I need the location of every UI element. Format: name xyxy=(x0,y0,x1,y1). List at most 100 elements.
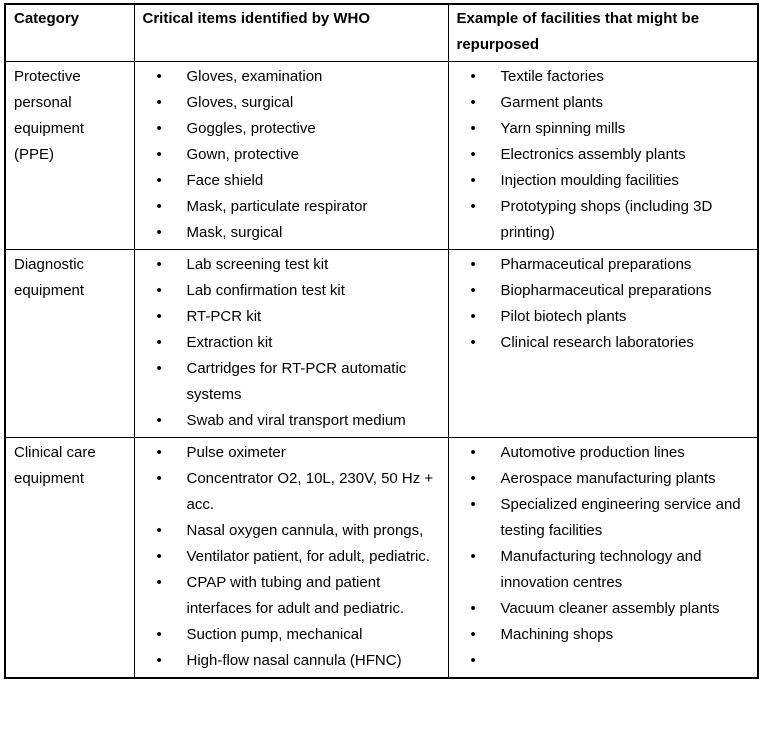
list-item-text: Gloves, surgical xyxy=(186,94,294,111)
list-item-text: Lab confirmation test kit xyxy=(186,282,345,299)
list-item-text: Pulse oximeter xyxy=(186,444,286,461)
bullet-icon: • xyxy=(156,652,162,669)
list-item-text: Manufacturing technology and innovation … xyxy=(500,548,702,591)
bullet-icon: • xyxy=(156,412,162,429)
list-item: • Extraction kit xyxy=(143,330,440,356)
list-item: • Manufacturing technology and innovation… xyxy=(457,544,750,596)
header-category: Category xyxy=(4,3,135,62)
list-item: • Specialized engineering service and tes… xyxy=(457,492,750,544)
list-item-text: Specialized engineering service and test… xyxy=(500,496,741,539)
list-item-text: Cartridges for RT-PCR automatic systems xyxy=(186,360,407,403)
list-item: • Garment plants xyxy=(457,90,750,116)
list-item-text: Goggles, protective xyxy=(186,120,316,137)
list-item-text: Mask, particulate respirator xyxy=(186,198,368,215)
bullet-icon: • xyxy=(470,172,476,189)
bullet-icon: • xyxy=(470,496,476,513)
items-list: • Lab screening test kit • Lab confirmatio… xyxy=(143,252,440,434)
list-item: • Nasal oxygen cannula, with prongs, xyxy=(143,518,440,544)
bullet-icon: • xyxy=(470,94,476,111)
facilities-cell: • Textile factories • Garment plants • Yarn… xyxy=(447,61,759,250)
items-cell: • Pulse oximeter • Concentrator O2, 10L, 2… xyxy=(133,437,449,679)
header-critical-items: Critical items identified by WHO xyxy=(133,3,449,62)
list-item: • High-flow nasal cannula (HFNC) xyxy=(143,648,440,674)
list-item: • Goggles, protective xyxy=(143,116,440,142)
list-item: • Cartridges for RT-PCR automatic systems xyxy=(143,356,440,408)
bullet-icon: • xyxy=(156,282,162,299)
table-row-ppe: Protective personal equipment (PPE) • Glo… xyxy=(4,61,759,250)
facilities-cell: • Pharmaceutical preparations • Biopharmac… xyxy=(447,249,759,438)
bullet-icon: • xyxy=(156,146,162,163)
list-item: • CPAP with tubing and patient interfaces… xyxy=(143,570,440,622)
list-item: • Injection moulding facilities xyxy=(457,168,750,194)
table-row-diagnostic: Diagnostic equipment • Lab screening test… xyxy=(4,249,759,438)
bullet-icon: • xyxy=(156,626,162,643)
bullet-icon: • xyxy=(156,120,162,137)
list-item: • Lab screening test kit xyxy=(143,252,440,278)
bullet-icon: • xyxy=(470,444,476,461)
list-item-text: Lab screening test kit xyxy=(186,256,329,273)
list-item: • Prototyping shops (including 3D printin… xyxy=(457,194,750,246)
bullet-icon: • xyxy=(470,256,476,273)
list-item-text: Biopharmaceutical preparations xyxy=(500,282,712,299)
bullet-icon: • xyxy=(470,470,476,487)
list-item: • Clinical research laboratories xyxy=(457,330,750,356)
list-item: • Swab and viral transport medium xyxy=(143,408,440,434)
list-item-text: Injection moulding facilities xyxy=(500,172,679,189)
list-item: • Biopharmaceutical preparations xyxy=(457,278,750,304)
list-item-text: Clinical research laboratories xyxy=(500,334,694,351)
list-item: • Concentrator O2, 10L, 230V, 50 Hz + acc… xyxy=(143,466,440,518)
bullet-icon: • xyxy=(470,600,476,617)
list-item-text: Suction pump, mechanical xyxy=(186,626,363,643)
list-item-text: Concentrator O2, 10L, 230V, 50 Hz + acc. xyxy=(186,470,434,513)
category-cell: Diagnostic equipment xyxy=(4,249,135,438)
list-item-text: RT-PCR kit xyxy=(186,308,262,325)
category-cell: Clinical care equipment xyxy=(4,437,135,679)
who-critical-items-table: Category Critical items identified by WH… xyxy=(4,3,759,679)
header-facilities: Example of facilities that might be repu… xyxy=(447,3,759,62)
bullet-icon: • xyxy=(470,308,476,325)
facilities-list: • Textile factories • Garment plants • Yarn… xyxy=(457,64,750,246)
list-item-text: Textile factories xyxy=(500,68,604,85)
bullet-icon: • xyxy=(156,574,162,591)
table-header-row: Category Critical items identified by WH… xyxy=(4,3,759,62)
list-item: • Suction pump, mechanical xyxy=(143,622,440,648)
list-item-text: Gown, protective xyxy=(186,146,300,163)
list-item: • Ventilator patient, for adult, pediatri… xyxy=(143,544,440,570)
list-item-text: Prototyping shops (including 3D printing… xyxy=(500,198,713,241)
list-item: • Gloves, surgical xyxy=(143,90,440,116)
bullet-icon: • xyxy=(156,94,162,111)
bullet-icon: • xyxy=(156,68,162,85)
table-row-clinical-care: Clinical care equipment • Pulse oximeter … xyxy=(4,437,759,679)
bullet-icon: • xyxy=(156,334,162,351)
facilities-list: • Automotive production lines • Aerospace … xyxy=(457,440,750,669)
list-item-text: Automotive production lines xyxy=(500,444,685,461)
list-item: • Automotive production lines xyxy=(457,440,750,466)
bullet-icon: • xyxy=(156,548,162,565)
bullet-icon: • xyxy=(156,224,162,241)
bullet-icon: • xyxy=(470,68,476,85)
bullet-icon: • xyxy=(156,172,162,189)
bullet-icon: • xyxy=(156,360,162,377)
items-list: • Gloves, examination • Gloves, surgical •… xyxy=(143,64,440,246)
list-item-text: Machining shops xyxy=(500,626,614,643)
bullet-icon: • xyxy=(470,652,476,669)
list-item-text: Garment plants xyxy=(500,94,604,111)
list-item-text: Extraction kit xyxy=(186,334,273,351)
list-item: • Face shield xyxy=(143,168,440,194)
list-item-text: Gloves, examination xyxy=(186,68,323,85)
category-cell: Protective personal equipment (PPE) xyxy=(4,61,135,250)
list-item-text: Swab and viral transport medium xyxy=(186,412,406,429)
list-item: • Mask, surgical xyxy=(143,220,440,246)
bullet-icon: • xyxy=(156,198,162,215)
bullet-icon: • xyxy=(470,198,476,215)
list-item: • Pilot biotech plants xyxy=(457,304,750,330)
list-item-text: Nasal oxygen cannula, with prongs, xyxy=(186,522,424,539)
bullet-icon: • xyxy=(470,626,476,643)
bullet-icon: • xyxy=(156,308,162,325)
list-item-text: Mask, surgical xyxy=(186,224,283,241)
bullet-icon: • xyxy=(156,256,162,273)
facilities-cell: • Automotive production lines • Aerospace … xyxy=(447,437,759,679)
list-item: • Gown, protective xyxy=(143,142,440,168)
list-item-text: Aerospace manufacturing plants xyxy=(500,470,716,487)
bullet-icon: • xyxy=(470,548,476,565)
